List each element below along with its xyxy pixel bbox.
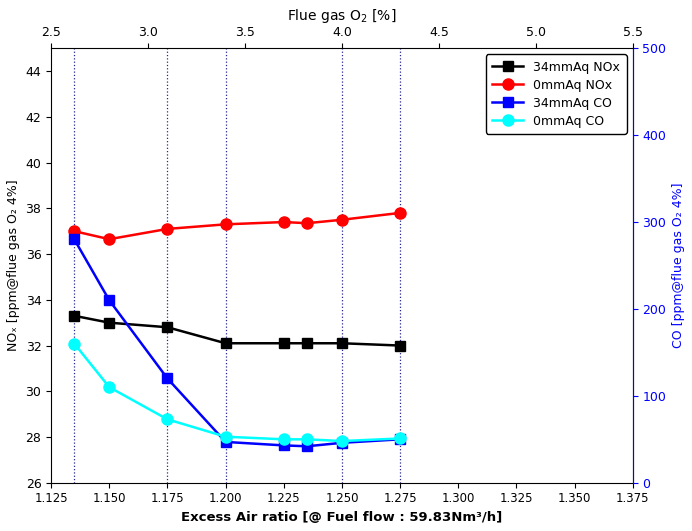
- 0mmAq CO: [280, 436, 288, 442]
- 34mmAq CO: [280, 442, 288, 449]
- X-axis label: Flue gas O$_2$ [%]: Flue gas O$_2$ [%]: [287, 7, 397, 25]
- X-axis label: Excess Air ratio [@ Fuel flow : 59.83Nm³/h]: Excess Air ratio [@ Fuel flow : 59.83Nm³…: [181, 511, 502, 524]
- 0mmAq NOx: [338, 217, 346, 223]
- 0mmAq CO: [163, 416, 172, 423]
- Line: 0mmAq NOx: 0mmAq NOx: [69, 207, 406, 245]
- 34mmAq NOx: [303, 340, 311, 346]
- 34mmAq CO: [396, 436, 404, 442]
- 0mmAq CO: [70, 340, 78, 347]
- 34mmAq NOx: [163, 324, 172, 330]
- 0mmAq NOx: [280, 219, 288, 225]
- Line: 0mmAq CO: 0mmAq CO: [69, 338, 406, 447]
- 34mmAq NOx: [105, 320, 113, 326]
- Line: 34mmAq CO: 34mmAq CO: [69, 235, 405, 451]
- 34mmAq NOx: [280, 340, 288, 346]
- 0mmAq CO: [303, 436, 311, 442]
- 34mmAq NOx: [221, 340, 230, 346]
- 0mmAq NOx: [105, 236, 113, 242]
- 0mmAq CO: [221, 433, 230, 440]
- 0mmAq CO: [338, 438, 346, 444]
- 34mmAq NOx: [338, 340, 346, 346]
- 34mmAq CO: [338, 440, 346, 446]
- 0mmAq CO: [396, 435, 404, 442]
- 0mmAq NOx: [303, 220, 311, 226]
- 0mmAq NOx: [163, 226, 172, 232]
- 0mmAq NOx: [396, 210, 404, 216]
- 34mmAq NOx: [396, 342, 404, 349]
- Legend: 34mmAq NOx, 0mmAq NOx, 34mmAq CO, 0mmAq CO: 34mmAq NOx, 0mmAq NOx, 34mmAq CO, 0mmAq …: [486, 55, 626, 134]
- 34mmAq CO: [303, 443, 311, 449]
- Y-axis label: NOₓ [ppm@flue gas O₂ 4%]: NOₓ [ppm@flue gas O₂ 4%]: [7, 179, 20, 352]
- Line: 34mmAq NOx: 34mmAq NOx: [69, 311, 405, 350]
- 34mmAq CO: [221, 439, 230, 445]
- 34mmAq CO: [163, 375, 172, 382]
- 34mmAq CO: [70, 236, 78, 243]
- 0mmAq CO: [105, 384, 113, 390]
- Y-axis label: CO [ppm@flue gas O₂ 4%]: CO [ppm@flue gas O₂ 4%]: [672, 183, 685, 348]
- 0mmAq NOx: [221, 221, 230, 227]
- 34mmAq CO: [105, 297, 113, 303]
- 0mmAq NOx: [70, 228, 78, 234]
- 34mmAq NOx: [70, 313, 78, 319]
